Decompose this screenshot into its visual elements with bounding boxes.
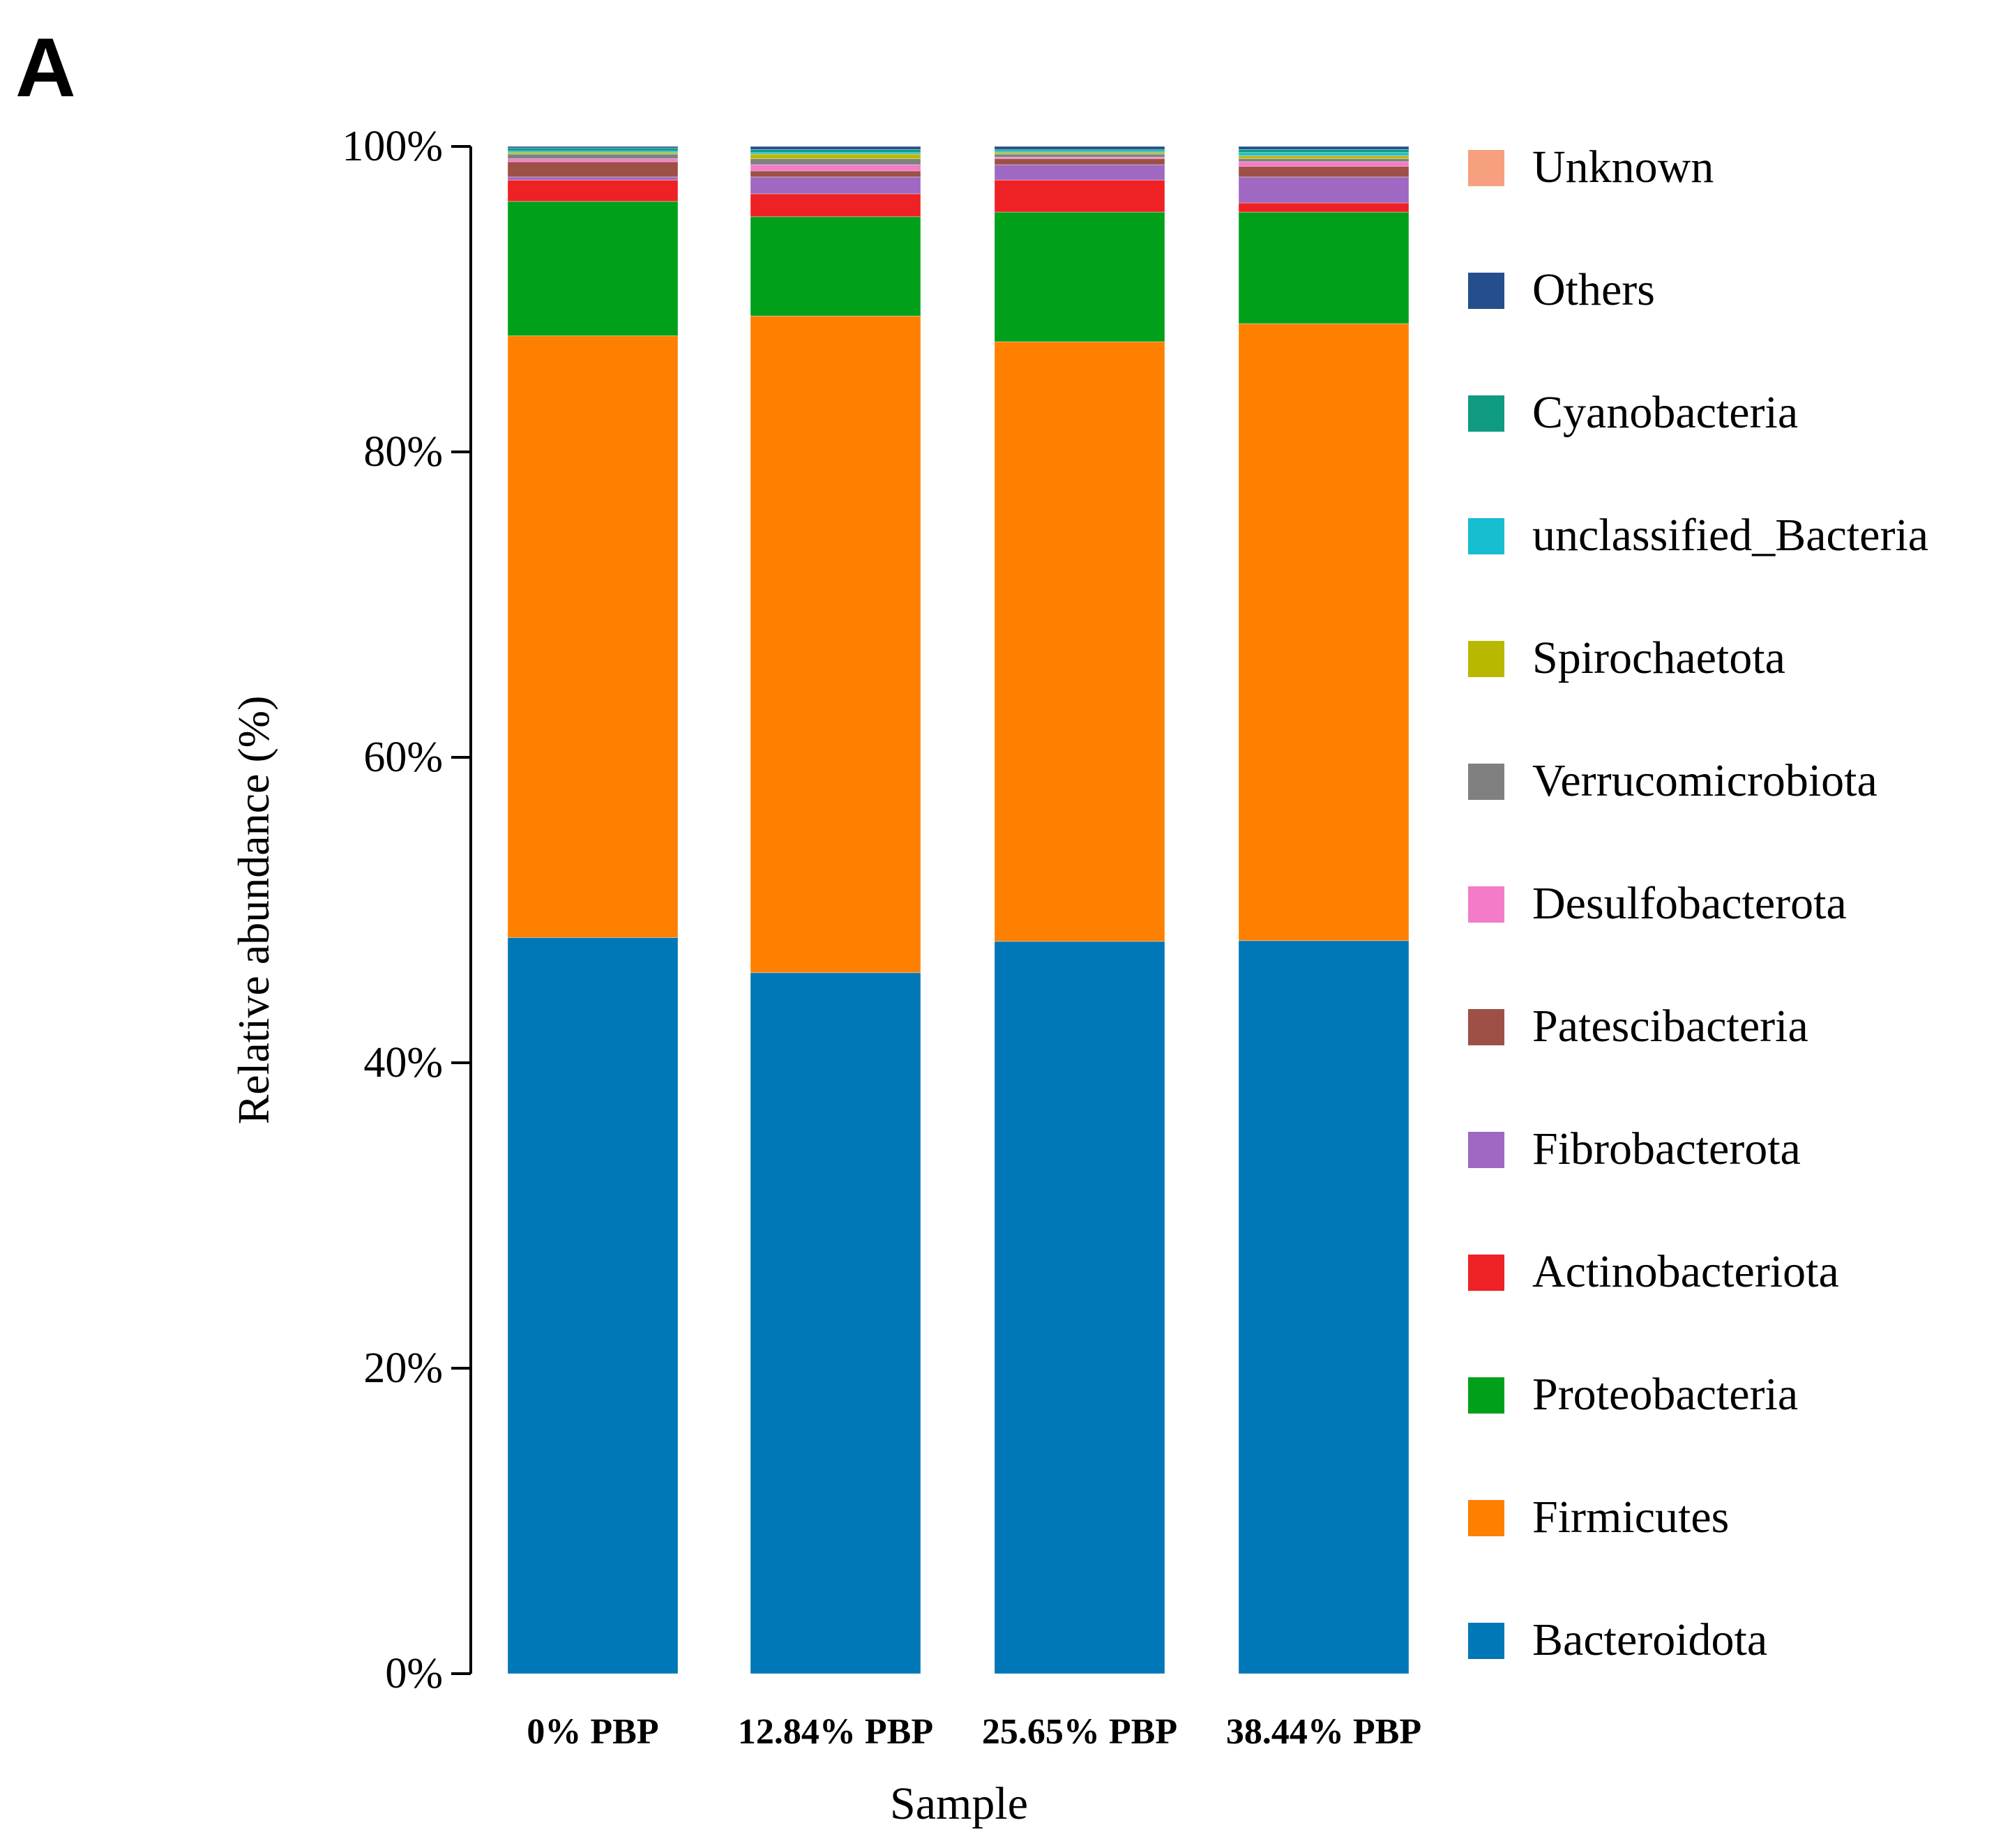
bar-segment-patescibacteria-4 (1238, 165, 1410, 178)
bar-segment-patescibacteria-2 (750, 170, 921, 178)
legend-swatch-bacteroidota (1468, 1623, 1504, 1659)
y-tick-label: 40% (363, 1039, 443, 1086)
legend-label: Patescibacteria (1532, 1001, 1808, 1052)
bar-segment-verrucomicrobiota-4 (1238, 158, 1410, 162)
bar-segment-spirochaetota-2 (750, 153, 921, 160)
legend-swatch-cyanobacteria (1468, 395, 1504, 432)
legend-label: Unknown (1532, 142, 1714, 192)
bar-segment-cyanobacteria-1 (507, 147, 679, 152)
bar-segment-verrucomicrobiota-2 (750, 158, 921, 165)
bars-group (507, 146, 1410, 1674)
legend-label: Proteobacteria (1532, 1369, 1798, 1420)
bar-segment-desulfobacterota-4 (1238, 161, 1410, 167)
x-tick-label: 38.44% PBP (1226, 1712, 1421, 1752)
y-tick-label: 20% (363, 1345, 443, 1392)
bar-segment-proteobacteria-4 (1238, 211, 1410, 324)
bar-segment-fibrobacterota-3 (994, 164, 1165, 181)
bar-segment-firmicutes-1 (507, 335, 679, 938)
bar-segment-proteobacteria-3 (994, 211, 1165, 342)
bar-segment-verrucomicrobiota-1 (507, 153, 679, 160)
bar-segment-actinobacteriota-1 (507, 179, 679, 202)
bar-segment-cyanobacteria-4 (1238, 149, 1410, 153)
bar-segment-cyanobacteria-2 (750, 149, 921, 153)
bar-segment-firmicutes-4 (1238, 323, 1410, 941)
x-tick-label: 0% PBP (527, 1712, 658, 1752)
legend-swatch-spirochaetota (1468, 641, 1504, 677)
bar-segment-others-3 (994, 146, 1165, 150)
bar-segment-bacteroidota-3 (994, 941, 1165, 1674)
x-tick-label: 12.84% PBP (738, 1712, 933, 1752)
bar-segment-actinobacteriota-3 (994, 179, 1165, 213)
panel-label: A (15, 21, 76, 114)
bar-segment-unclassified-bacteria-4 (1238, 152, 1410, 156)
legend-label: Bacteroidota (1532, 1614, 1767, 1665)
legend-label: Spirochaetota (1532, 633, 1785, 683)
bar-segment-others-2 (750, 146, 921, 150)
legend-swatch-verrucomicrobiota (1468, 764, 1504, 800)
bar-segment-bacteroidota-4 (1238, 940, 1410, 1674)
legend-label: Fibrobacterota (1532, 1123, 1801, 1174)
bar-segment-actinobacteriota-4 (1238, 202, 1410, 213)
bar-segment-desulfobacterota-1 (507, 158, 679, 162)
legend-label: Verrucomicrobiota (1532, 755, 1877, 806)
y-tick-label: 60% (363, 734, 443, 781)
x-axis-title: Sample (890, 1778, 1028, 1829)
bar-segment-patescibacteria-3 (994, 158, 1165, 165)
legend-label: Others (1532, 264, 1655, 315)
legend-swatch-others (1468, 273, 1504, 309)
y-tick-label: 0% (385, 1650, 443, 1697)
x-tick-labels: 0% PBP 12.84% PBP 25.65% PBP 38.44% PBP (527, 1712, 1421, 1752)
legend-swatch-unknown (1468, 150, 1504, 186)
y-tick-label: 100% (342, 123, 443, 170)
legend-swatch-unclassified-bacteria (1468, 518, 1504, 554)
legend-swatch-firmicutes (1468, 1500, 1504, 1536)
bar-segment-proteobacteria-2 (750, 216, 921, 317)
legend-swatch-actinobacteriota (1468, 1255, 1504, 1291)
bar-segment-fibrobacterota-2 (750, 176, 921, 195)
bar-segment-others-4 (1238, 146, 1410, 150)
bar-segment-others-1 (507, 146, 679, 149)
bar-segment-bacteroidota-1 (507, 937, 679, 1674)
bar-segment-verrucomicrobiota-3 (994, 153, 1165, 158)
bar-segment-spirochaetota-4 (1238, 155, 1410, 160)
legend-label: Cyanobacteria (1532, 387, 1798, 438)
y-tick-label: 80% (363, 428, 443, 476)
bar-segment-proteobacteria-1 (507, 201, 679, 337)
bar-segment-fibrobacterota-1 (507, 176, 679, 181)
bar-segment-firmicutes-2 (750, 315, 921, 974)
bar-segment-spirochaetota-3 (994, 152, 1165, 155)
legend-swatch-fibrobacterota (1468, 1132, 1504, 1168)
legend-swatch-proteobacteria (1468, 1377, 1504, 1414)
legend-swatch-patescibacteria (1468, 1009, 1504, 1045)
bar-segment-actinobacteriota-2 (750, 193, 921, 218)
legend-label: Actinobacteriota (1532, 1246, 1839, 1297)
bar-segment-patescibacteria-1 (507, 161, 679, 178)
legend-label: Desulfobacterota (1532, 878, 1847, 929)
legend-swatch-desulfobacterota (1468, 886, 1504, 923)
bar-segment-bacteroidota-2 (750, 972, 921, 1674)
y-axis-title: Relative abundance (%) (229, 696, 278, 1125)
legend: Unknown Others Cyanobacteria unclassified_B… (1468, 142, 1928, 1665)
bar-segment-firmicutes-3 (994, 341, 1165, 942)
legend-label: unclassified_Bacteria (1532, 510, 1928, 561)
x-tick-label: 25.65% PBP (982, 1712, 1177, 1752)
legend-label: Firmicutes (1532, 1492, 1729, 1543)
y-axis: 0% 20% 40% 60% 80% 100% (342, 123, 472, 1697)
bar-segment-fibrobacterota-4 (1238, 176, 1410, 204)
bar-segment-desulfobacterota-2 (750, 164, 921, 172)
